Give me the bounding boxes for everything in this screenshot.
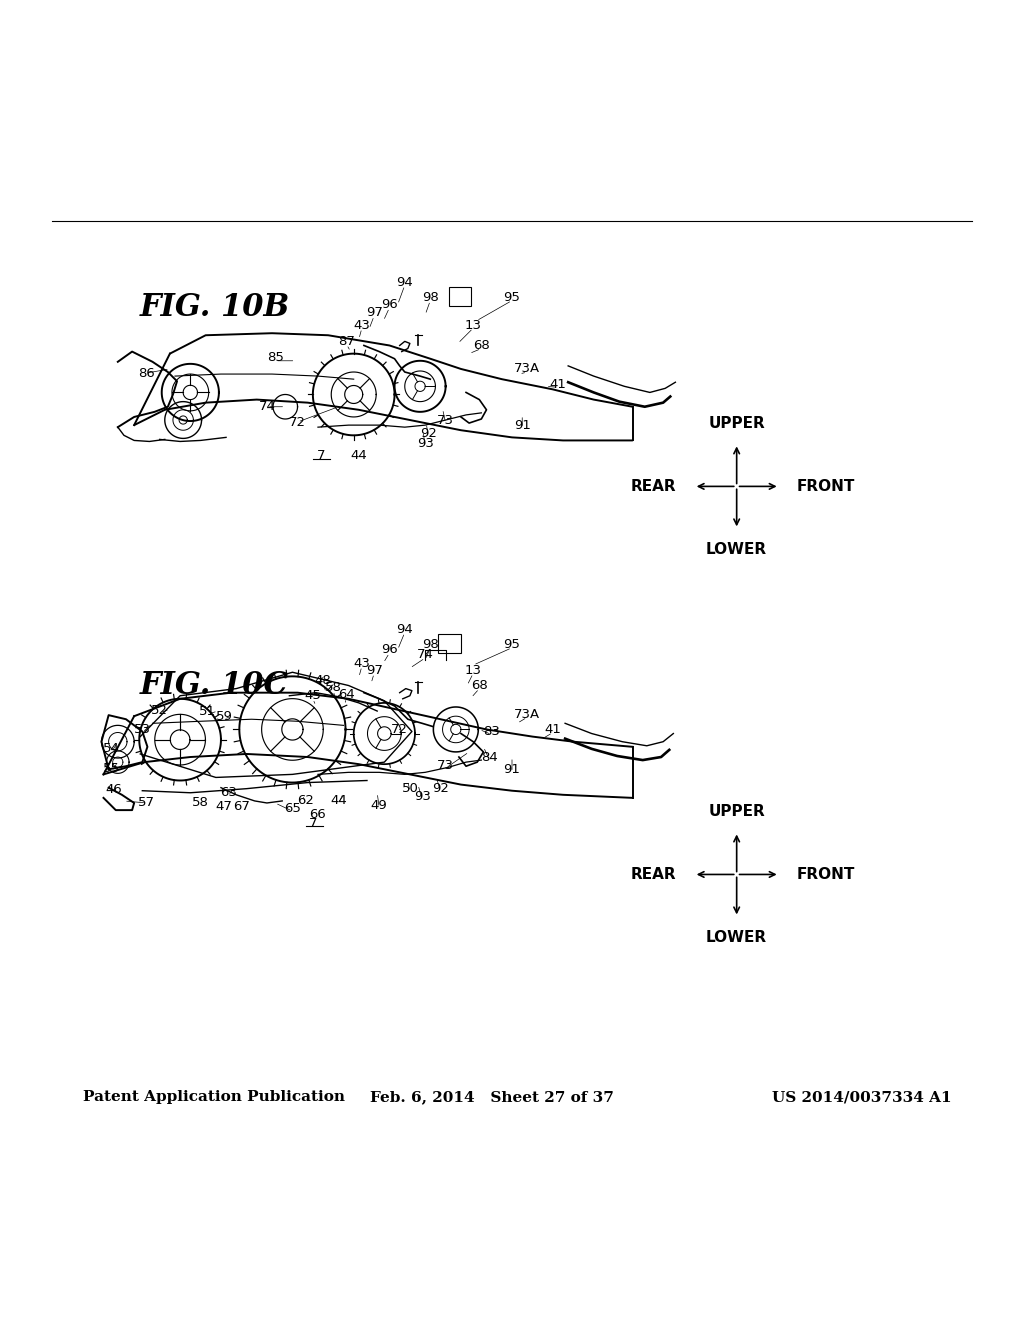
- Text: 93: 93: [417, 437, 433, 450]
- Text: 49: 49: [371, 799, 388, 812]
- Text: 84: 84: [481, 751, 498, 763]
- Text: 73: 73: [437, 759, 454, 772]
- Bar: [438, 635, 461, 653]
- Text: 44: 44: [350, 449, 368, 462]
- Text: 58: 58: [193, 796, 209, 809]
- Text: 44: 44: [330, 795, 347, 808]
- Text: 45: 45: [304, 689, 322, 702]
- Text: 92: 92: [432, 783, 449, 795]
- Text: 46: 46: [105, 783, 122, 796]
- Text: FIG. 10B: FIG. 10B: [139, 292, 290, 323]
- Text: 74: 74: [417, 648, 433, 661]
- Text: LOWER: LOWER: [707, 929, 767, 945]
- Text: FRONT: FRONT: [797, 479, 855, 494]
- Text: 13: 13: [465, 318, 481, 331]
- Text: REAR: REAR: [631, 479, 677, 494]
- Text: 86: 86: [138, 367, 155, 380]
- Text: 51: 51: [200, 705, 216, 718]
- Text: 64: 64: [338, 688, 355, 701]
- Text: 54: 54: [103, 742, 120, 755]
- Text: 73A: 73A: [514, 363, 541, 375]
- Text: 48: 48: [314, 675, 332, 686]
- Text: 98: 98: [422, 290, 438, 304]
- Text: 83: 83: [483, 725, 500, 738]
- Text: 66: 66: [309, 808, 327, 821]
- Text: 87: 87: [338, 335, 355, 348]
- Text: 94: 94: [396, 623, 413, 636]
- Text: 53: 53: [134, 723, 151, 737]
- Text: 57: 57: [138, 796, 155, 809]
- Text: 97: 97: [366, 664, 383, 677]
- Text: 59: 59: [216, 710, 232, 722]
- Text: 55: 55: [103, 762, 120, 775]
- Text: 73: 73: [437, 413, 454, 426]
- Text: 13: 13: [465, 664, 481, 677]
- Bar: [449, 288, 471, 306]
- Text: REAR: REAR: [631, 867, 677, 882]
- Text: 85: 85: [266, 351, 284, 364]
- Text: 73A: 73A: [514, 708, 541, 721]
- Text: LOWER: LOWER: [707, 541, 767, 557]
- Text: 72: 72: [289, 416, 306, 429]
- Text: 50: 50: [401, 783, 419, 795]
- Text: 58: 58: [325, 681, 342, 694]
- Text: Feb. 6, 2014   Sheet 27 of 37: Feb. 6, 2014 Sheet 27 of 37: [370, 1090, 613, 1104]
- Text: 68: 68: [473, 339, 489, 352]
- Text: UPPER: UPPER: [709, 416, 765, 432]
- Text: 41: 41: [545, 723, 561, 737]
- Text: 67: 67: [232, 800, 250, 813]
- Text: 63: 63: [220, 787, 237, 799]
- Text: 95: 95: [504, 290, 520, 304]
- Text: 94: 94: [396, 276, 413, 289]
- Text: 93: 93: [414, 791, 430, 804]
- Text: UPPER: UPPER: [709, 804, 765, 820]
- Text: 98: 98: [422, 638, 438, 651]
- Text: 96: 96: [381, 298, 398, 312]
- Text: 96: 96: [381, 643, 398, 656]
- Text: 68: 68: [471, 678, 487, 692]
- Text: FIG. 10C: FIG. 10C: [139, 671, 288, 701]
- Text: 7: 7: [308, 817, 317, 830]
- Text: 74: 74: [258, 400, 275, 413]
- Text: 7: 7: [316, 449, 326, 462]
- Text: 43: 43: [353, 656, 371, 669]
- Text: 65: 65: [284, 801, 301, 814]
- Text: 41: 41: [550, 378, 566, 391]
- Text: 91: 91: [514, 418, 530, 432]
- Text: Patent Application Publication: Patent Application Publication: [83, 1090, 345, 1104]
- Text: 43: 43: [353, 318, 371, 331]
- Text: 92: 92: [420, 426, 436, 440]
- Text: 52: 52: [152, 704, 168, 717]
- Text: 47: 47: [216, 800, 232, 813]
- Text: 97: 97: [366, 306, 383, 319]
- Text: 72: 72: [391, 723, 409, 737]
- Text: FRONT: FRONT: [797, 867, 855, 882]
- Text: 62: 62: [297, 795, 314, 808]
- Text: 95: 95: [504, 638, 520, 651]
- Text: 91: 91: [504, 763, 520, 776]
- Text: US 2014/0037334 A1: US 2014/0037334 A1: [771, 1090, 951, 1104]
